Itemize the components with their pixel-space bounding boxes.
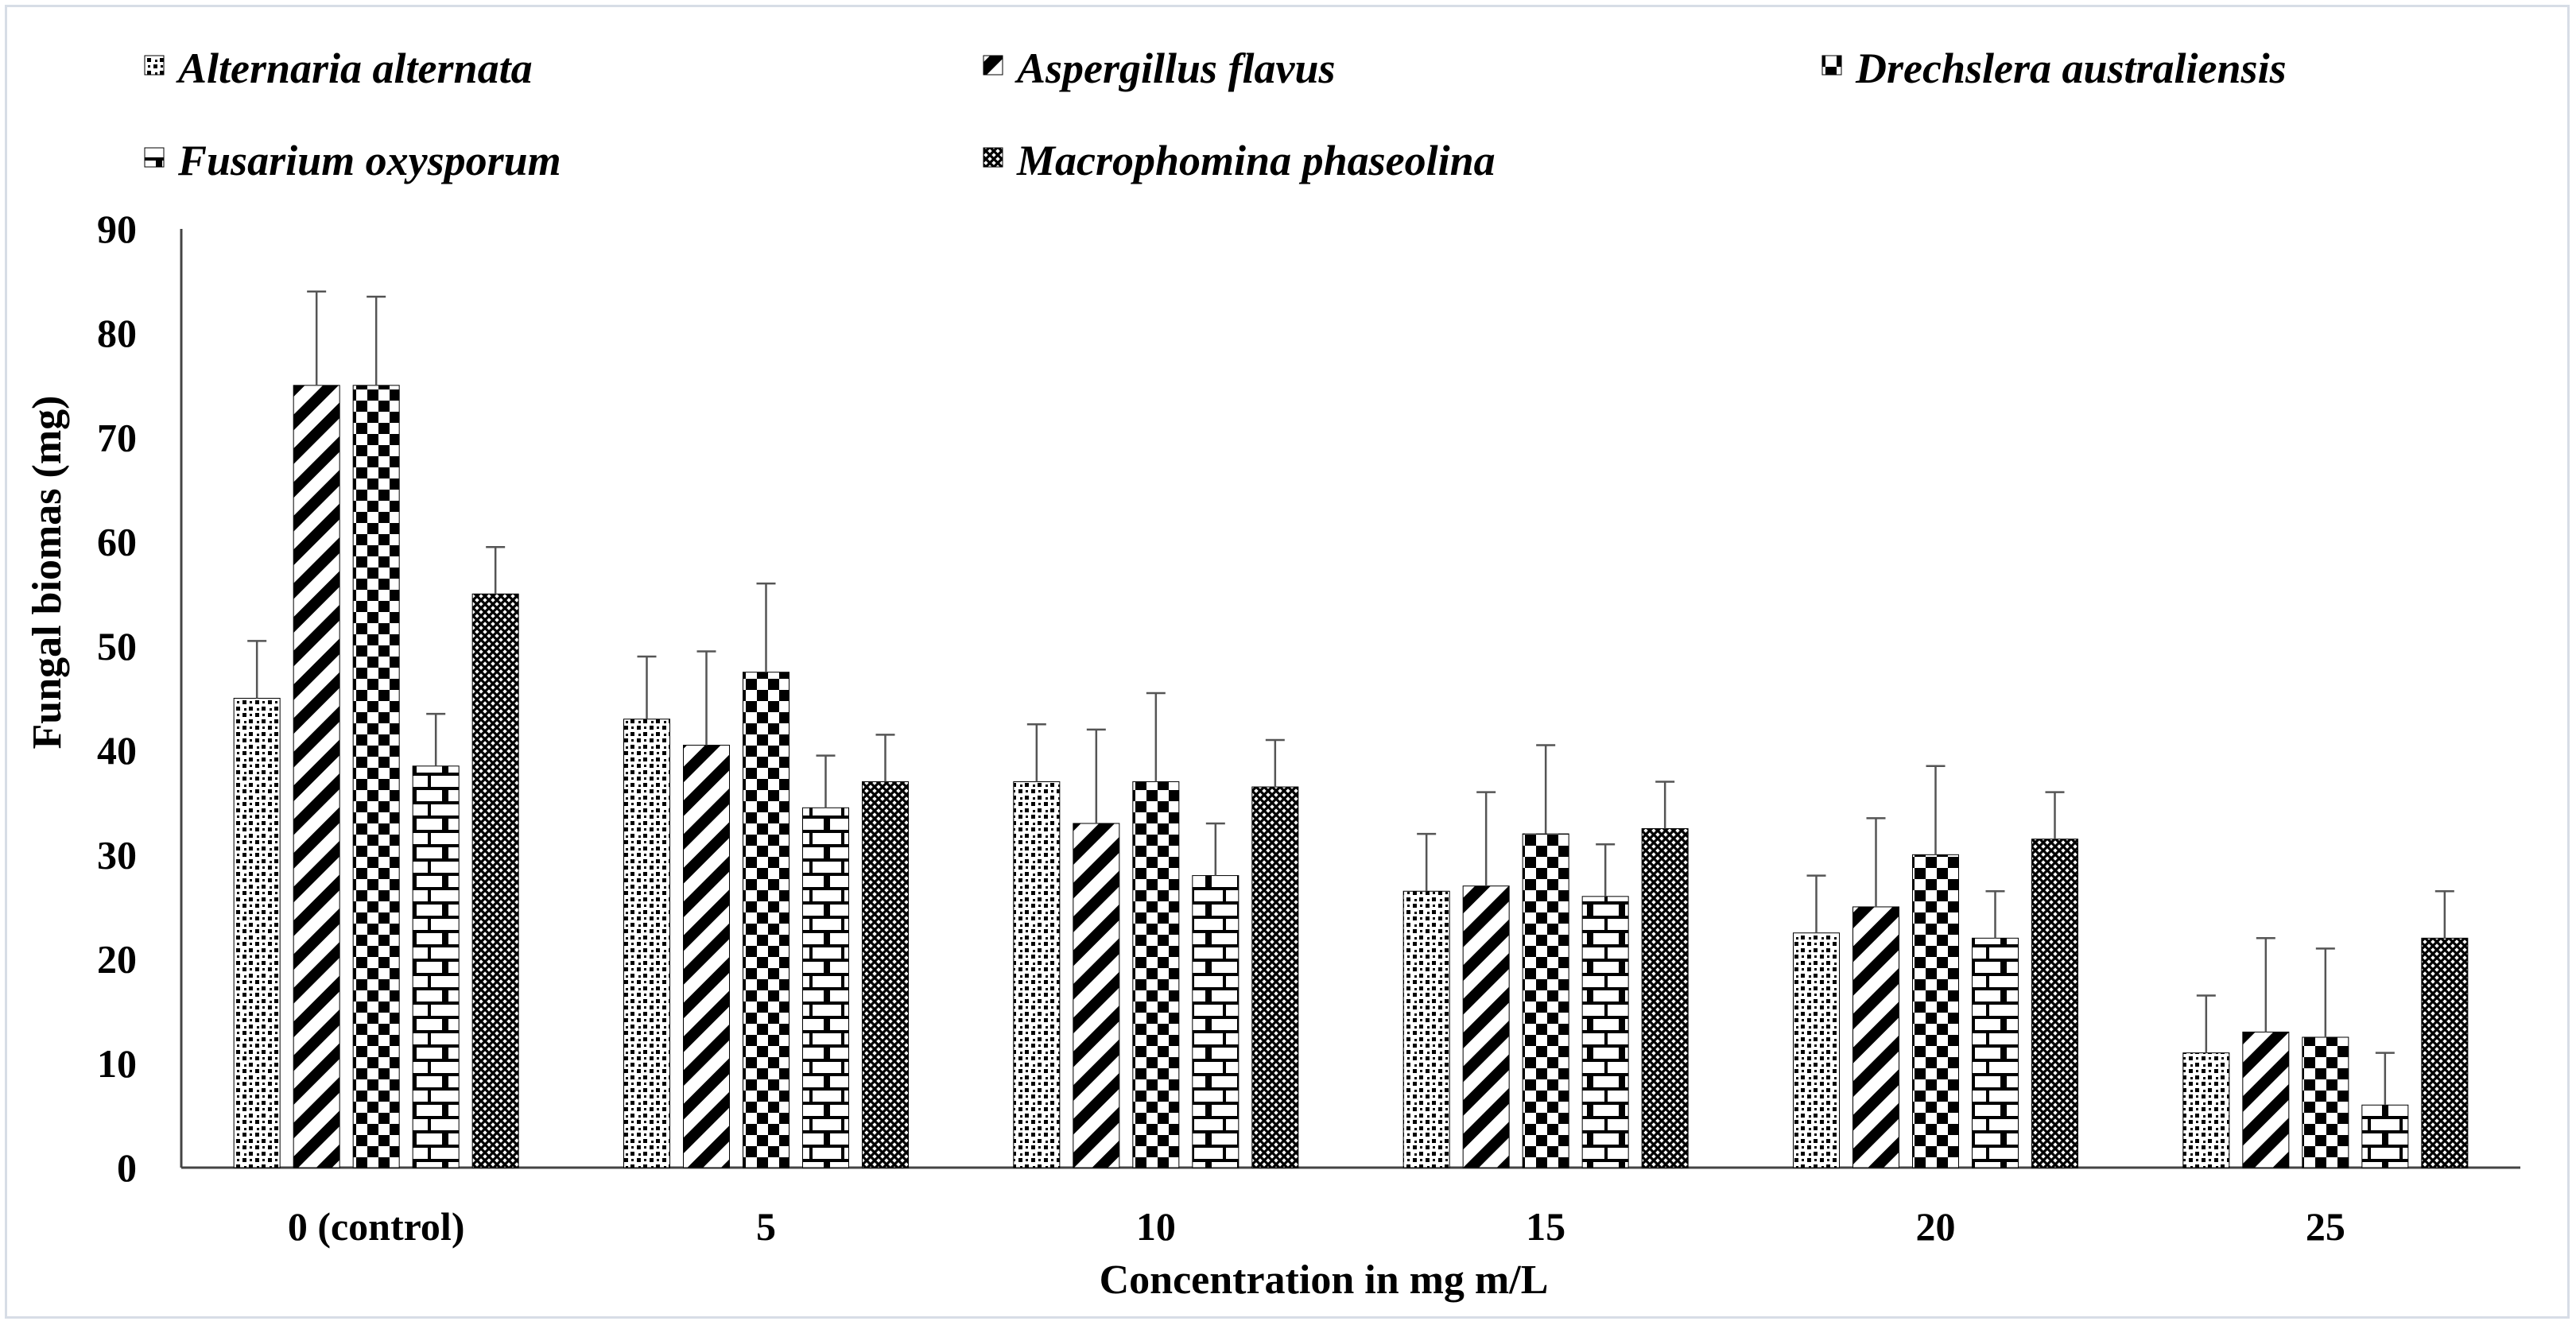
bar-fusarium-oxysporum <box>2361 1104 2409 1168</box>
bar-series-group <box>233 385 2469 1168</box>
legend-label-drechslera-australiensis: Drechslera australiensis <box>1855 45 2287 92</box>
y-tick-label: 0 <box>117 1145 137 1190</box>
bar-alternaria-alternata <box>623 719 670 1168</box>
bar-drechslera-australiensis <box>1522 833 1569 1168</box>
y-tick-label: 10 <box>97 1041 137 1086</box>
legend-swatch-macrophomina-phaseolina <box>983 147 1003 168</box>
bar-macrophomina-phaseolina <box>471 593 519 1168</box>
bar-drechslera-australiensis <box>1912 854 1959 1168</box>
x-tick-label: 20 <box>1916 1204 1956 1249</box>
legend: Alternaria alternata Aspergillus flavus Dr… <box>144 45 2287 184</box>
bar-fusarium-oxysporum <box>1192 875 1240 1168</box>
x-tick-label: 10 <box>1136 1204 1176 1249</box>
bar-drechslera-australiensis <box>1132 781 1180 1168</box>
x-tick-label: 5 <box>756 1204 776 1249</box>
bar-macrophomina-phaseolina <box>2031 839 2078 1168</box>
y-tick-label: 80 <box>97 311 137 355</box>
bar-aspergillus-flavus <box>1073 823 1120 1168</box>
bar-aspergillus-flavus <box>2242 1031 2290 1168</box>
y-tick-label: 70 <box>97 415 137 459</box>
legend-swatch-drechslera-australiensis <box>1821 55 1842 76</box>
bar-alternaria-alternata <box>1793 932 1840 1168</box>
bar-aspergillus-flavus <box>293 385 340 1168</box>
y-tick-label: 30 <box>97 832 137 877</box>
x-axis-label: Concentration in mg m/L <box>1100 1257 1549 1303</box>
bar-alternaria-alternata <box>1402 890 1450 1168</box>
legend-label-aspergillus-flavus: Aspergillus flavus <box>1014 45 1336 92</box>
x-axis: 0 (control) 5 10 15 20 25 <box>181 1166 2520 1249</box>
y-tick-label: 90 <box>97 207 137 251</box>
legend-swatch-fusarium-oxysporum <box>144 147 165 168</box>
y-tick-label: 20 <box>97 937 137 982</box>
bar-drechslera-australiensis <box>352 385 400 1168</box>
bar-macrophomina-phaseolina <box>862 781 909 1168</box>
y-tick-label: 50 <box>97 624 137 668</box>
bar-macrophomina-phaseolina <box>2421 937 2469 1168</box>
bar-fusarium-oxysporum <box>412 765 460 1168</box>
bar-macrophomina-phaseolina <box>1251 786 1299 1168</box>
y-axis: 0 10 20 30 40 50 60 70 80 90 <box>97 207 183 1190</box>
y-axis-label: Fungal biomas (mg) <box>25 396 70 750</box>
bar-fusarium-oxysporum <box>1972 937 2019 1168</box>
x-tick-label: 15 <box>1526 1204 1565 1249</box>
bar-macrophomina-phaseolina <box>1641 828 1689 1168</box>
legend-label-macrophomina-phaseolina: Macrophomina phaseolina <box>1016 137 1496 184</box>
y-tick-label: 40 <box>97 728 137 773</box>
error-bar-group <box>247 290 2454 1106</box>
bar-drechslera-australiensis <box>2302 1036 2349 1168</box>
legend-label-alternaria-alternata: Alternaria alternata <box>176 45 533 92</box>
bar-alternaria-alternata <box>233 698 281 1168</box>
x-tick-label: 25 <box>2306 1204 2345 1249</box>
bar-alternaria-alternata <box>2182 1052 2230 1168</box>
legend-swatch-alternaria-alternata <box>144 55 165 76</box>
bar-fusarium-oxysporum <box>1581 896 1629 1168</box>
bar-aspergillus-flavus <box>1852 906 1899 1168</box>
bar-aspergillus-flavus <box>683 745 730 1168</box>
bar-fusarium-oxysporum <box>802 807 849 1168</box>
x-tick-label: 0 (control) <box>288 1204 465 1249</box>
bar-aspergillus-flavus <box>1462 885 1510 1168</box>
bar-drechslera-australiensis <box>743 672 789 1168</box>
legend-swatch-aspergillus-flavus <box>983 55 1003 76</box>
legend-label-fusarium-oxysporum: Fusarium oxysporum <box>177 137 561 184</box>
bar-alternaria-alternata <box>1013 781 1061 1168</box>
y-tick-label: 60 <box>97 520 137 564</box>
